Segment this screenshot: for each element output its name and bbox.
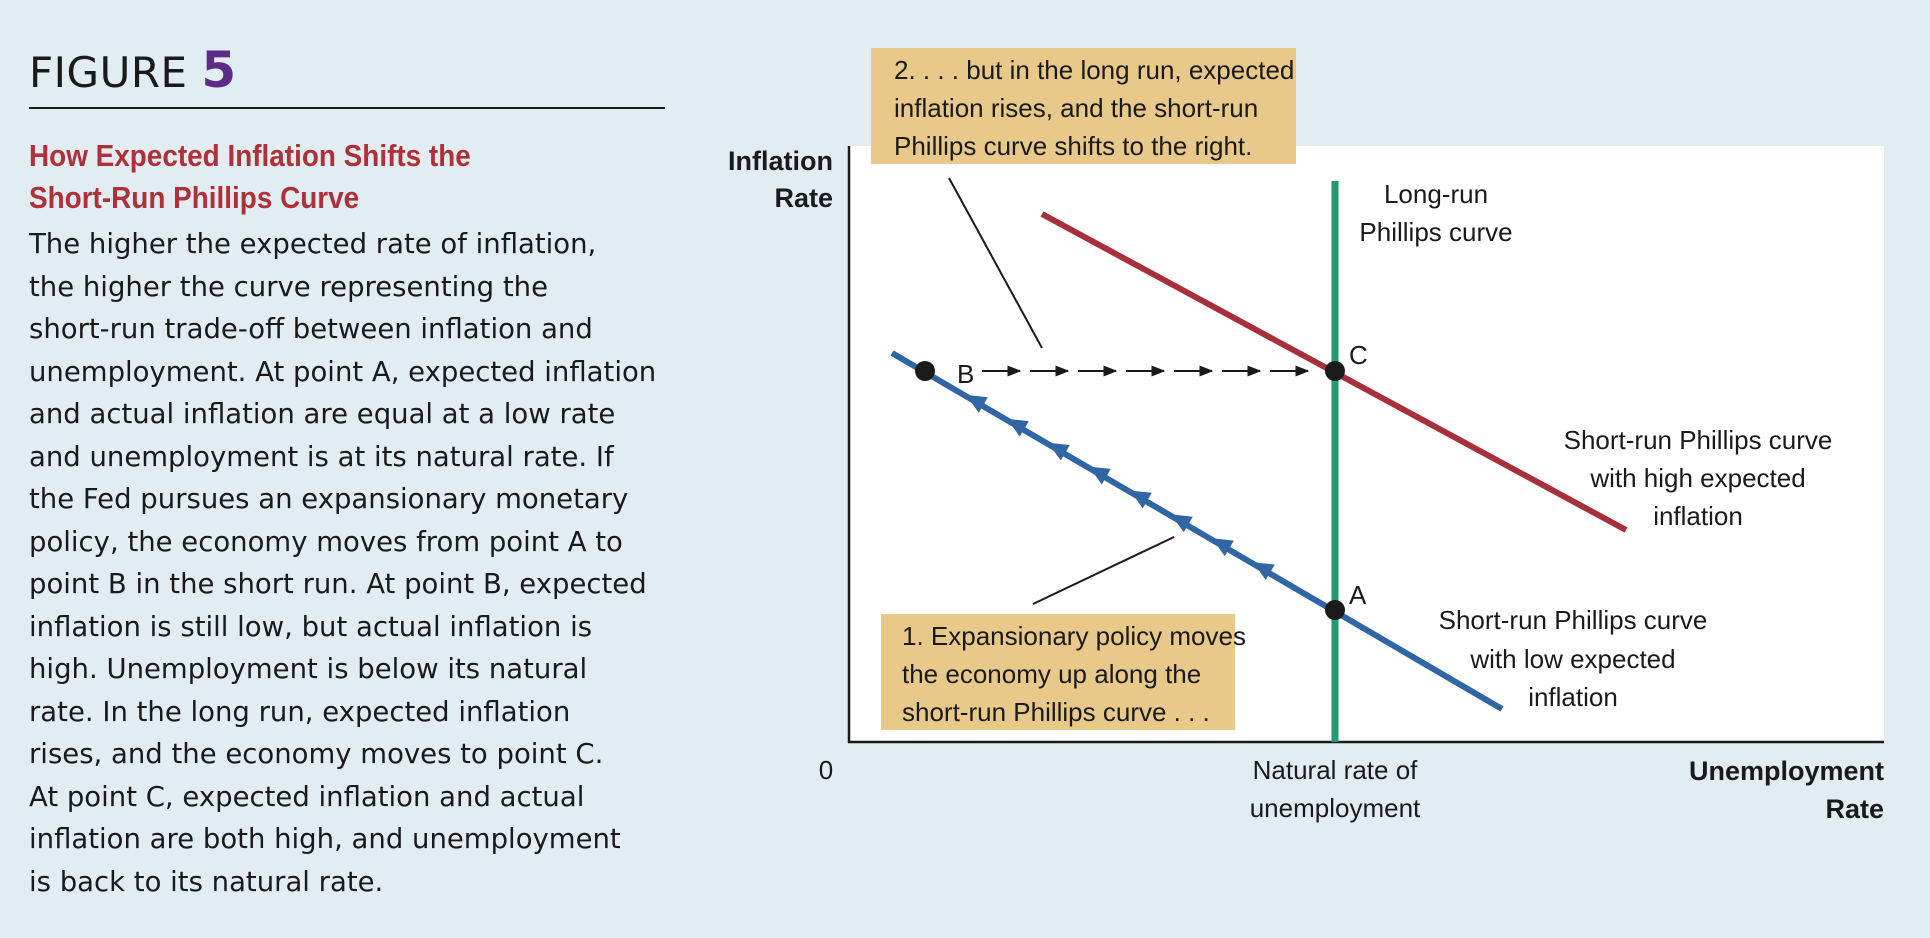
movement-arrows-a-to-b: [966, 394, 1275, 581]
note1-line3: short-run Phillips curve . . .: [902, 697, 1210, 727]
caption-panel: FIGURE 5 How Expected Inflation Shifts t…: [29, 40, 665, 903]
point-b-label: B: [957, 359, 974, 389]
figure-title: How Expected Inflation Shifts the Short-…: [29, 135, 659, 219]
figure-heading: FIGURE 5: [29, 40, 665, 103]
srpc-high-label-line3: inflation: [1653, 501, 1743, 531]
movement-arrowhead: [1048, 442, 1070, 461]
movement-arrowhead: [1089, 466, 1111, 485]
description-line: point B in the short run. At point B, ex…: [29, 568, 647, 600]
description-line: policy, the economy moves from point A t…: [29, 525, 623, 558]
description-line: rate. In the long run, expected inflatio…: [29, 695, 571, 728]
movement-arrowhead: [1171, 514, 1193, 533]
figure-number: 5: [201, 41, 237, 99]
x-axis-label-line2: Rate: [1825, 794, 1884, 824]
point-b: [915, 361, 935, 381]
point-c-label: C: [1349, 340, 1368, 370]
description-line: and actual inflation are equal at a low …: [29, 398, 616, 430]
description-line: The higher the expected rate of inflatio…: [29, 228, 597, 260]
movement-arrowhead: [1212, 538, 1234, 557]
heading-rule: [29, 107, 665, 109]
srpc-high-label-line1: Short-run Phillips curve: [1564, 425, 1833, 455]
figure-title-line: Short-Run Phillips Curve: [29, 180, 360, 215]
description-line: inflation is still low, but actual infla…: [29, 610, 593, 643]
description-line: short-run trade-off between inflation an…: [29, 313, 593, 345]
note1-line1: 1. Expansionary policy moves: [902, 621, 1246, 651]
note1-line2: the economy up along the: [902, 659, 1201, 689]
x-axis-label-line1: Unemployment: [1689, 756, 1884, 786]
movement-arrowhead: [1253, 562, 1275, 581]
lrpc-label-line1: Long-run: [1384, 179, 1488, 209]
natural-rate-label-line1: Natural rate of: [1253, 755, 1419, 785]
natural-rate-label-line2: unemployment: [1250, 793, 1421, 823]
lrpc-label-line2: Phillips curve: [1359, 217, 1512, 247]
srpc-low-expected-inflation: [890, 350, 1504, 712]
srpc-low-label-line1: Short-run Phillips curve: [1439, 605, 1708, 635]
note2-line1: 2. . . . but in the long run, expected: [894, 55, 1294, 85]
description-line: high. Unemployment is below its natural: [29, 653, 588, 685]
note1-box: [881, 614, 1235, 730]
description-line: the Fed pursues an expansionary monetary: [29, 483, 629, 515]
figure-title-line: How Expected Inflation Shifts the: [29, 138, 471, 173]
movement-arrowhead: [1130, 490, 1152, 509]
description-line: and unemployment is at its natural rate.…: [29, 440, 614, 473]
description-line: the higher the curve representing the: [29, 270, 549, 303]
y-axis-label-line2: Rate: [774, 183, 833, 213]
description-line: rises, and the economy moves to point C.: [29, 738, 604, 770]
y-axis-label-line1: Inflation: [728, 146, 833, 176]
description-line: inflation are both high, and unemploymen…: [29, 823, 621, 855]
figure-label: FIGURE: [29, 48, 188, 97]
note2-box: [871, 48, 1296, 164]
note1-leader-line: [1032, 536, 1175, 605]
description-line: unemployment. At point A, expected infla…: [29, 355, 657, 388]
origin-label: 0: [819, 755, 833, 785]
note2-line3: Phillips curve shifts to the right.: [894, 131, 1252, 161]
point-a: [1325, 600, 1345, 620]
srpc-high-label-line2: with high expected: [1589, 463, 1805, 493]
note2-leader-line: [948, 177, 1043, 349]
description-line: is back to its natural rate.: [29, 865, 384, 898]
srpc-low-label-line3: inflation: [1528, 682, 1618, 712]
movement-arrowhead: [966, 394, 988, 413]
point-c: [1325, 361, 1345, 381]
note2-line2: inflation rises, and the short-run: [894, 93, 1258, 123]
figure-description: The higher the expected rate of inflatio…: [29, 223, 665, 903]
description-line: At point C, expected inflation and actua…: [29, 780, 585, 813]
point-a-label: A: [1349, 580, 1367, 610]
srpc-low-label-line2: with low expected: [1469, 644, 1675, 674]
movement-arrowhead: [1007, 418, 1029, 437]
